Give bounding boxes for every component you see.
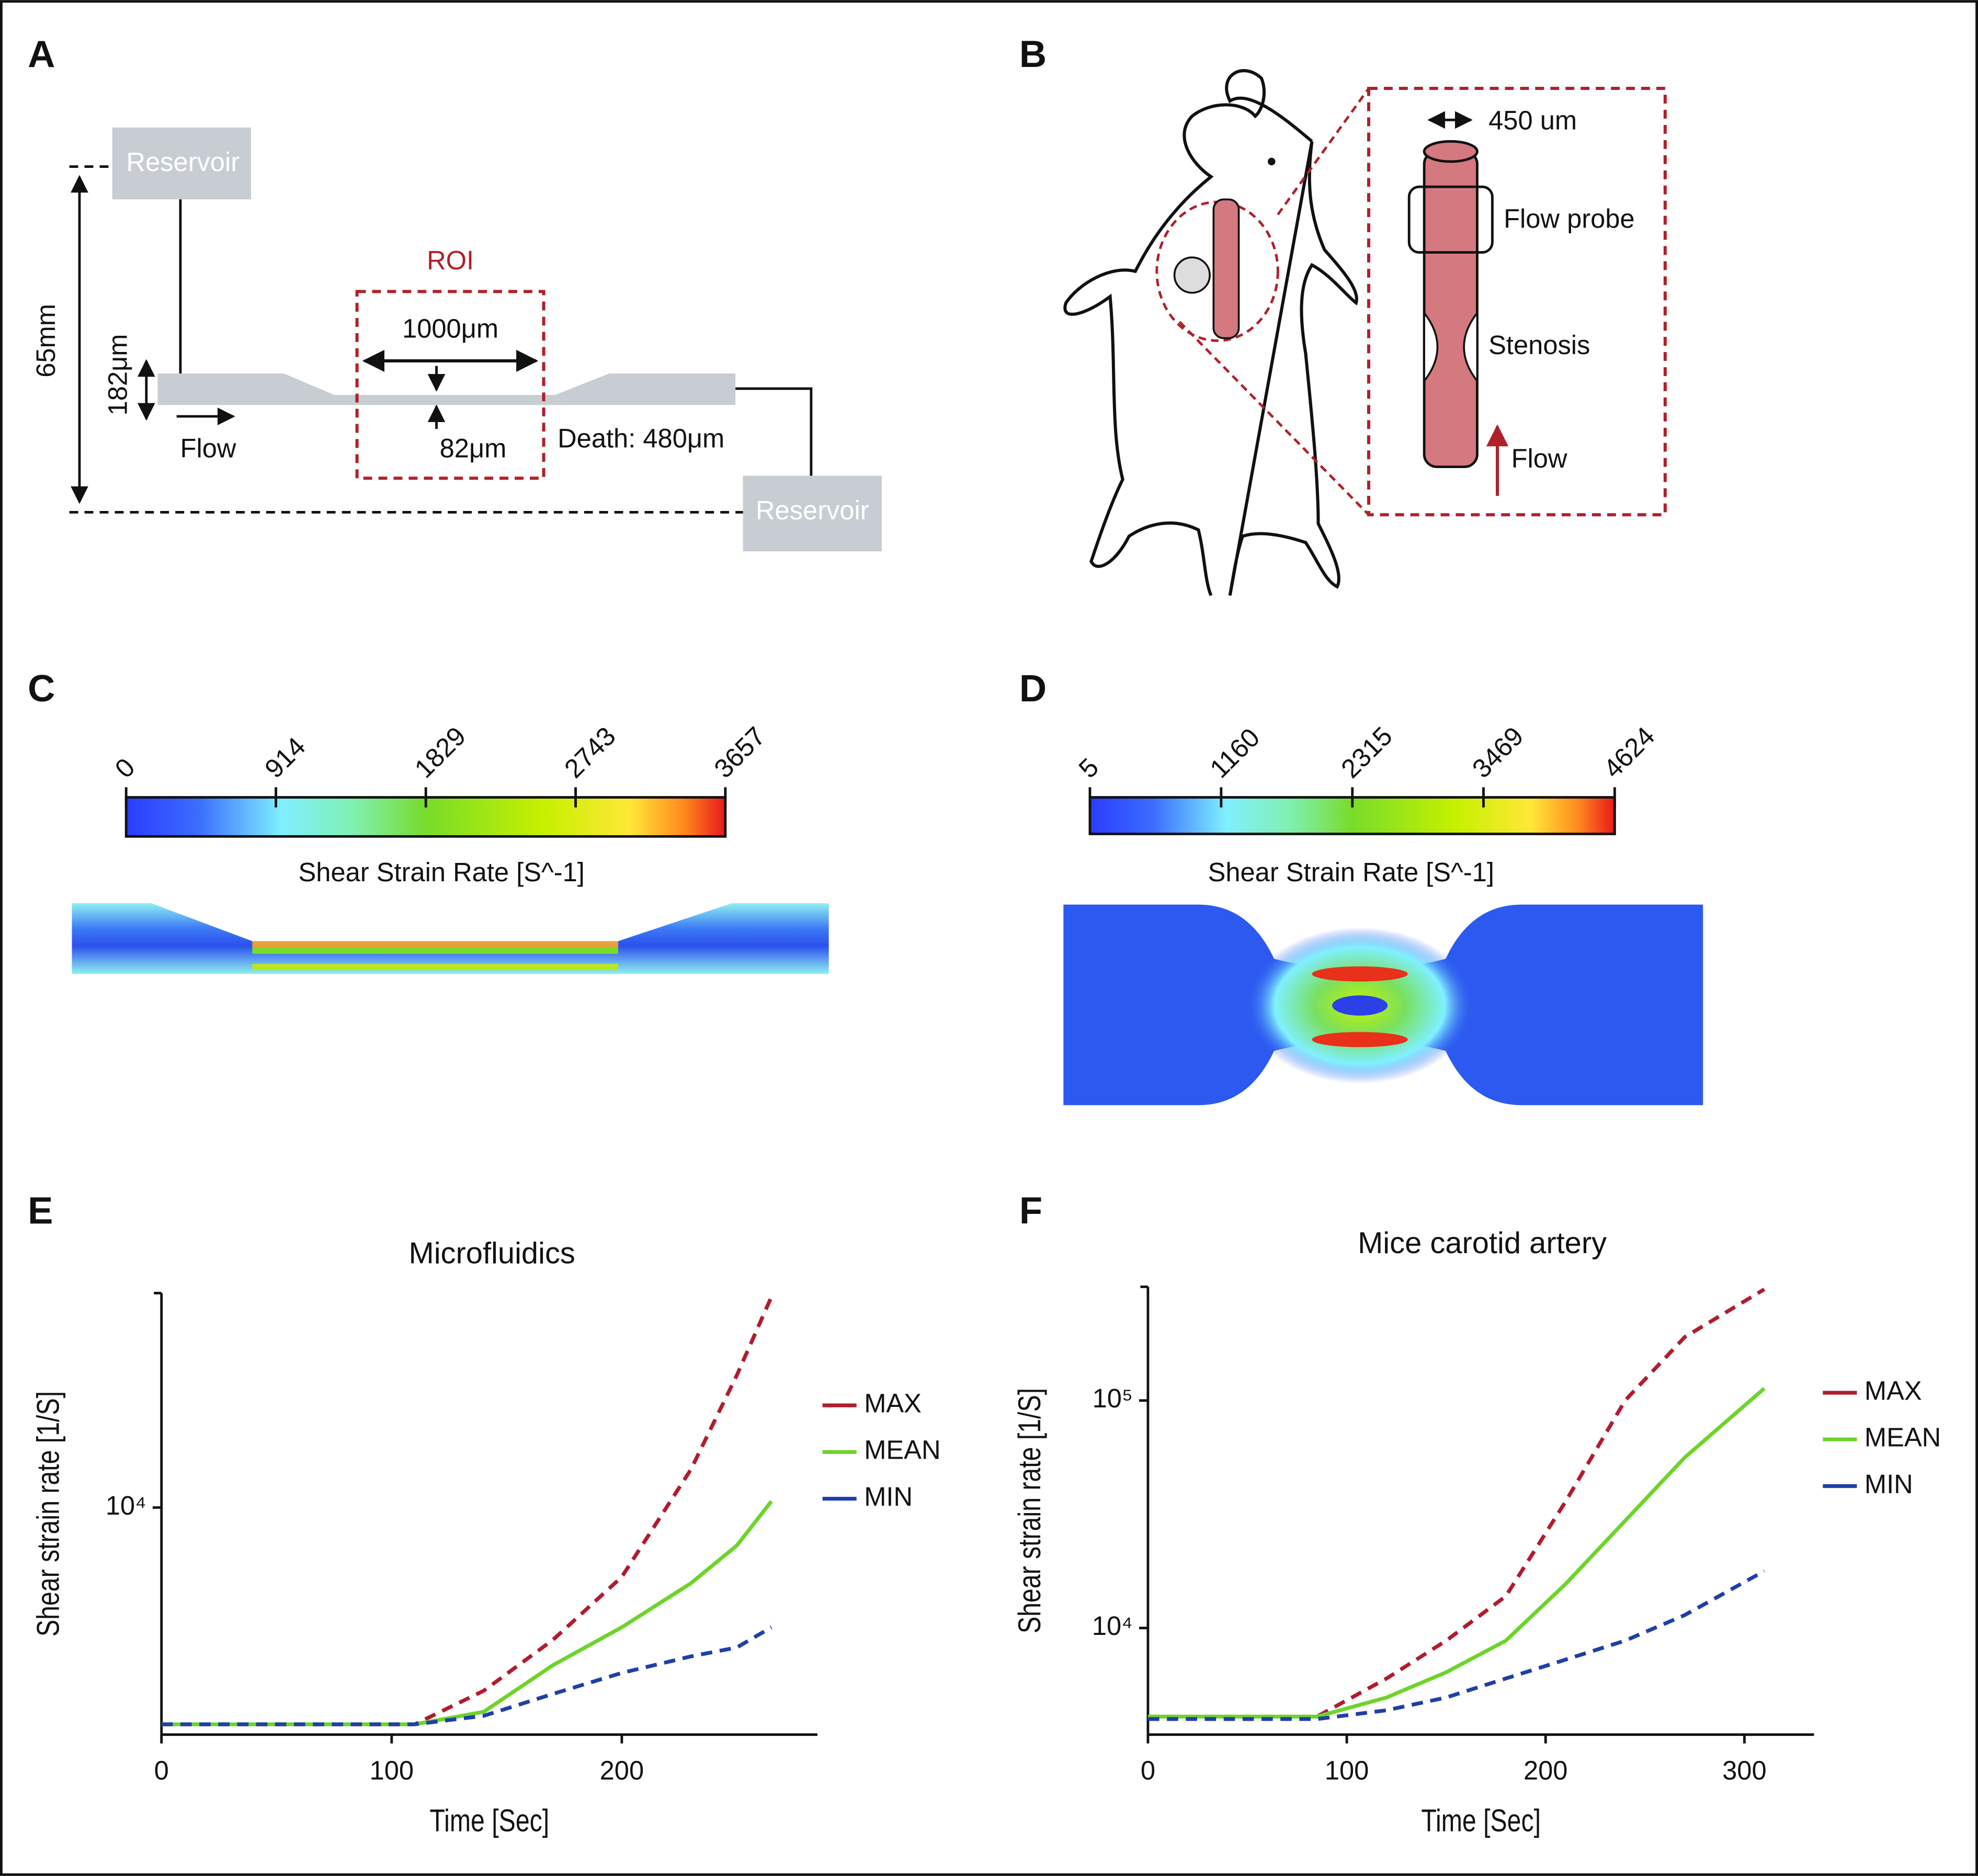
colorbar-label: Shear Strain Rate [S^-1] [1208, 857, 1494, 887]
vessel [1423, 150, 1479, 469]
zoom-line [1277, 87, 1370, 215]
channel [157, 373, 736, 405]
heatmap-core [1332, 995, 1388, 1016]
zoom-box [1367, 87, 1667, 517]
series-line [1147, 1386, 1766, 1719]
y-axis-label: Shear strain rate [1/S] [30, 1391, 65, 1636]
vessel [1212, 198, 1240, 339]
x-tick-label: 300 [1722, 1755, 1767, 1785]
x-axis-label: Time [Sec] [1421, 1803, 1541, 1838]
x-tick-label: 0 [154, 1755, 169, 1785]
y-tick-label: 10⁴ [106, 1491, 146, 1520]
flow-label: Flow [1511, 444, 1567, 473]
roi-box [355, 290, 545, 480]
x-tick-label: 200 [600, 1755, 644, 1785]
heatmap-band [252, 941, 618, 948]
flow-probe [1407, 185, 1494, 254]
legend-label: MEAN [1865, 1423, 1941, 1452]
x-axis-label: Time [Sec] [430, 1803, 550, 1838]
chart-title: Mice carotid artery [1358, 1226, 1607, 1260]
stenosis [1423, 310, 1479, 384]
legend-label: MIN [1865, 1469, 1913, 1499]
x-tick-label: 0 [1141, 1755, 1155, 1785]
series-line [1147, 1288, 1766, 1719]
panel-label: C [28, 668, 55, 710]
chart-title: Microfluidics [408, 1236, 575, 1270]
panel-label: A [28, 33, 55, 75]
zoom-line [1178, 321, 1370, 516]
heatmap-band [252, 963, 618, 971]
legend-label: MEAN [864, 1435, 940, 1465]
x-tick-label: 100 [1325, 1755, 1369, 1785]
legend-label: MAX [1865, 1375, 1922, 1405]
series-line [161, 1625, 772, 1726]
reservoir [112, 127, 251, 200]
probe-label: Flow probe [1504, 204, 1635, 234]
height-label: 65mm [31, 304, 61, 378]
probe-icon [1173, 256, 1211, 294]
depth-label: Death: 480μm [558, 423, 724, 453]
stenosis-label: Stenosis [1488, 330, 1590, 360]
y-tick-label: 10⁴ [1092, 1611, 1133, 1641]
y-tick-label: 10⁵ [1093, 1383, 1133, 1413]
x-tick-label: 100 [370, 1755, 414, 1785]
reservoir [743, 475, 882, 552]
x-tick-label: 200 [1524, 1755, 1568, 1785]
series-line [161, 1500, 773, 1726]
panel-label: D [1019, 668, 1047, 710]
legend-label: MIN [864, 1482, 913, 1511]
panel-label: B [1019, 33, 1047, 75]
width-label: 1000μm [402, 314, 498, 344]
y-axis-label: Shear strain rate [1/S] [1012, 1388, 1047, 1633]
heatmap [72, 903, 829, 974]
panel-label: F [1019, 1190, 1042, 1232]
reservoir-label: Reservoir [126, 147, 240, 177]
flow-label: Flow [180, 434, 236, 463]
mouse-eye [1268, 157, 1276, 166]
channel-height-label: 182μm [103, 334, 133, 416]
diameter-label: 450 um [1488, 106, 1577, 135]
tube [735, 387, 813, 476]
series-line [161, 1296, 774, 1726]
legend-label: MAX [864, 1389, 922, 1418]
heatmap-peak [1312, 966, 1408, 982]
gap-label: 82μm [440, 434, 507, 463]
panel-label: E [28, 1190, 53, 1232]
heatmap-band [252, 947, 618, 954]
reservoir-label: Reservoir [756, 495, 869, 525]
roi-label: ROI [427, 245, 474, 275]
mouse-outline [1063, 69, 1358, 596]
series-line [1147, 1569, 1766, 1721]
colorbar-label: Shear Strain Rate [S^-1] [299, 857, 585, 887]
vessel-top [1423, 140, 1479, 163]
heatmap-peak [1312, 1032, 1408, 1048]
